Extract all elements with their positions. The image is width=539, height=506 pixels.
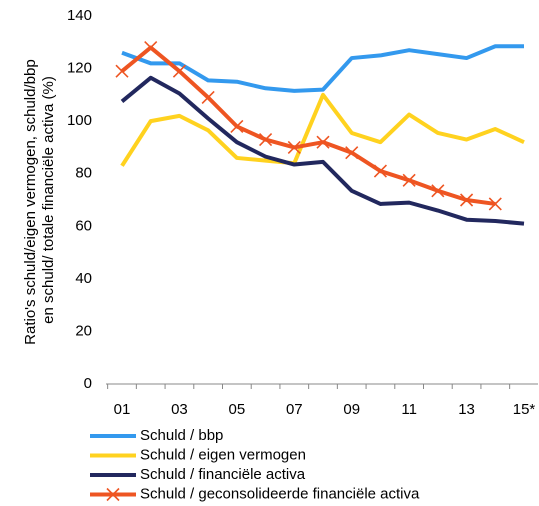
y-tick-label: 0 [84, 375, 92, 392]
y-tick-label: 80 [75, 165, 92, 182]
legend-label: Schuld / geconsolideerde financiële acti… [140, 485, 420, 502]
point-marker [230, 119, 244, 133]
point-marker [287, 140, 301, 154]
x-tick-label: 07 [286, 401, 303, 418]
legend-label: Schuld / bbp [140, 427, 223, 444]
point-marker [402, 173, 416, 187]
y-tick-label: 20 [75, 322, 92, 339]
x-tick-label: 15* [513, 401, 536, 418]
y-tick-label: 120 [67, 60, 92, 77]
point-marker [431, 184, 445, 198]
y-tick-label: 100 [67, 112, 92, 129]
y-tick-label: 40 [75, 270, 92, 287]
x-tick-label: 03 [171, 401, 188, 418]
point-marker [172, 64, 186, 78]
point-marker [144, 40, 158, 55]
y-tick-label: 60 [75, 217, 92, 234]
point-marker [460, 193, 474, 207]
y-tick-label: 140 [67, 7, 92, 24]
x-tick-label: 13 [458, 401, 475, 418]
legend-label: Schuld / financiële activa [140, 466, 306, 483]
y-axis-label-line: en schuld/ totale financiële activa (%) [40, 76, 57, 324]
series-line [121, 44, 524, 93]
x-tick-label: 01 [114, 401, 131, 418]
point-marker [115, 64, 129, 78]
x-tick-label: 11 [401, 401, 417, 418]
series-line [120, 75, 525, 226]
point-marker [345, 146, 359, 160]
y-axis-label-line: Ratio's schuld/eigen vermogen, schuld/bb… [22, 59, 39, 345]
point-marker [316, 135, 330, 149]
y-axis-label: Ratio's schuld/eigen vermogen, schuld/bb… [22, 55, 57, 345]
point-marker [259, 132, 273, 147]
point-marker [488, 197, 502, 211]
point-marker [373, 164, 387, 178]
legend-label: Schuld / eigen vermogen [140, 446, 306, 463]
x-tick-label: 09 [343, 401, 360, 418]
legend-marker [106, 487, 120, 502]
x-tick-label: 05 [229, 401, 246, 418]
series-line [120, 92, 525, 167]
point-marker [201, 90, 215, 105]
